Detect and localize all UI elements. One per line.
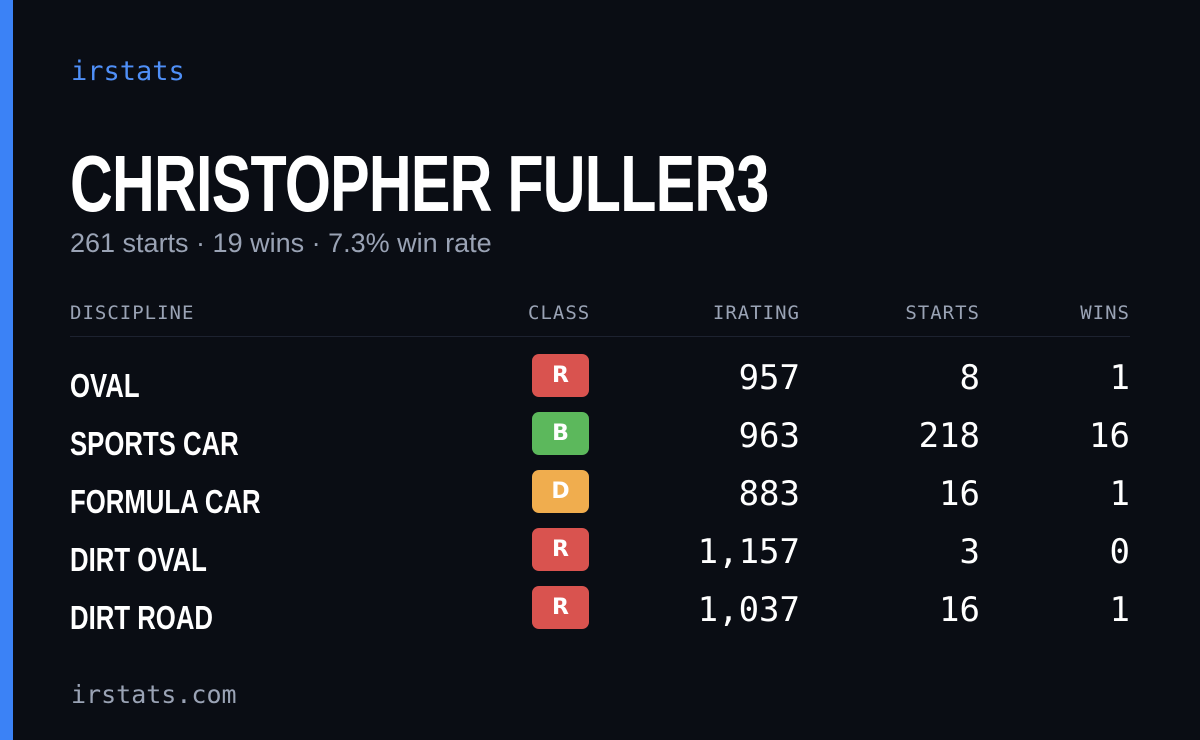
class-badge: D [532,470,589,513]
table-row: SPORTS CAR B 963 218 16 [70,410,1130,468]
header-class: CLASS [528,302,591,324]
header-wins: WINS [1080,302,1130,324]
table-row: DIRT ROAD R 1,037 16 1 [70,584,1130,642]
discipline-name: DIRT ROAD [70,599,213,636]
starts-value: 16 [939,590,980,630]
discipline-table: OVAL R 957 8 1 SPORTS CAR B 963 218 16 F… [70,352,1130,642]
starts-value: 218 [918,416,980,456]
table-header: DISCIPLINE CLASS IRATING STARTS WINS [70,300,1130,337]
discipline-name: DIRT OVAL [70,541,207,578]
wins-value: 1 [1109,358,1130,398]
irating-value: 963 [738,416,800,456]
irating-value: 1,037 [697,590,800,630]
table-row: DIRT OVAL R 1,157 3 0 [70,526,1130,584]
irating-value: 957 [738,358,800,398]
table-row: FORMULA CAR D 883 16 1 [70,468,1130,526]
header-starts: STARTS [905,302,980,324]
irating-value: 1,157 [697,532,800,572]
brand-logo: irstats [71,56,185,87]
starts-value: 3 [959,532,980,572]
header-irating: IRATING [712,302,800,324]
table-row: OVAL R 957 8 1 [70,352,1130,410]
player-summary: 261 starts · 19 wins · 7.3% win rate [70,228,492,258]
class-badge: R [532,354,589,397]
wins-value: 0 [1109,532,1130,572]
discipline-name: OVAL [70,367,140,404]
wins-value: 1 [1109,474,1130,514]
class-badge: R [532,528,589,571]
header-discipline: DISCIPLINE [70,302,195,324]
class-badge: R [532,586,589,629]
discipline-name: FORMULA CAR [70,483,261,520]
starts-value: 8 [959,358,980,398]
player-name: CHRISTOPHER FULLER3 [70,139,769,228]
discipline-name: SPORTS CAR [70,425,239,462]
class-badge: B [532,412,589,455]
wins-value: 1 [1109,590,1130,630]
footer-url: irstats.com [71,680,237,709]
wins-value: 16 [1089,416,1130,456]
starts-value: 16 [939,474,980,514]
accent-bar [0,0,13,740]
irating-value: 883 [738,474,800,514]
